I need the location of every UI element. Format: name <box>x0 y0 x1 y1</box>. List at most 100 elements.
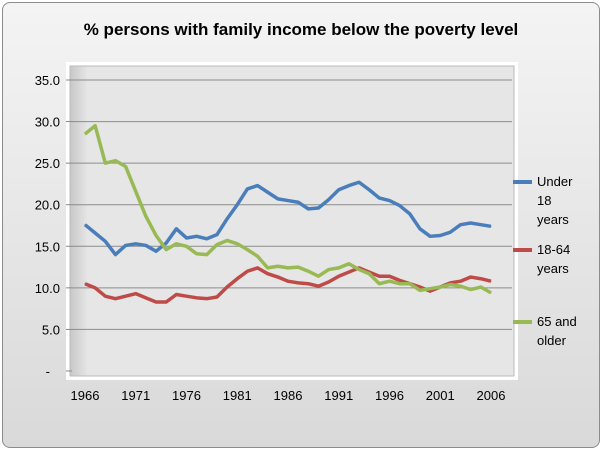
data-point <box>145 215 147 217</box>
data-point <box>236 278 238 280</box>
data-point <box>439 286 441 288</box>
data-point <box>368 189 370 191</box>
data-point <box>480 224 482 226</box>
data-point <box>460 285 462 287</box>
data-point <box>175 228 177 230</box>
legend-label: years <box>537 261 569 276</box>
data-point <box>186 237 187 239</box>
data-point <box>460 280 462 282</box>
x-tick-label: 1966 <box>71 388 100 403</box>
data-point <box>125 165 127 167</box>
data-point <box>490 280 492 282</box>
data-point <box>297 266 299 268</box>
data-point <box>307 270 309 272</box>
data-point <box>348 263 350 265</box>
data-point <box>216 244 218 246</box>
legend-item: 65 and older <box>537 312 577 350</box>
legend-label: older <box>537 333 566 348</box>
data-point <box>226 239 228 241</box>
x-tick-label: 1996 <box>375 388 404 403</box>
data-point <box>104 162 106 164</box>
data-point <box>399 279 401 281</box>
x-tick-label: 1991 <box>324 388 353 403</box>
data-point <box>470 276 472 278</box>
data-point <box>429 290 431 292</box>
data-point <box>216 234 218 236</box>
data-point <box>409 213 411 215</box>
data-point <box>175 243 177 245</box>
data-point <box>267 267 269 269</box>
data-point <box>206 238 208 240</box>
data-point <box>114 160 116 162</box>
data-point <box>419 289 421 291</box>
data-point <box>257 255 259 257</box>
data-point <box>389 275 390 277</box>
data-point <box>267 273 269 275</box>
data-point <box>338 189 340 191</box>
y-tick-label: 5.0 <box>42 322 60 337</box>
data-point <box>277 276 279 278</box>
data-point <box>409 283 411 285</box>
data-point <box>307 208 309 210</box>
data-point <box>206 254 208 256</box>
data-point <box>267 191 269 193</box>
x-tick-label: 1971 <box>121 388 150 403</box>
data-point <box>94 287 96 289</box>
data-point <box>297 282 299 284</box>
data-point <box>449 231 451 233</box>
legend-item: 18-64 years <box>537 240 570 278</box>
data-point <box>389 280 390 282</box>
data-point <box>328 281 330 283</box>
data-point <box>165 301 167 303</box>
data-point <box>135 293 137 295</box>
legend-label: 18 <box>537 193 552 208</box>
data-point <box>145 297 147 299</box>
data-point <box>84 224 86 226</box>
data-point <box>104 295 106 297</box>
y-tick-label: 30.0 <box>35 115 60 130</box>
x-tick-label: 1981 <box>223 388 252 403</box>
data-point <box>277 265 279 267</box>
data-point <box>114 254 116 256</box>
legend-item: Under 18 years <box>537 172 572 229</box>
y-tick-label: 10.0 <box>35 281 60 296</box>
data-point <box>429 288 431 290</box>
x-tick-label: 1976 <box>172 388 201 403</box>
data-point <box>307 283 309 285</box>
data-point <box>257 267 259 269</box>
data-point <box>338 275 340 277</box>
data-point <box>317 275 319 277</box>
data-point <box>470 289 472 291</box>
data-point <box>165 242 167 244</box>
data-point <box>389 200 390 202</box>
data-point <box>348 185 350 187</box>
x-tick-label: 1986 <box>274 388 303 403</box>
data-point <box>338 267 340 269</box>
data-point <box>125 295 127 297</box>
data-point <box>226 286 228 288</box>
data-point <box>480 286 482 288</box>
data-point <box>94 232 96 234</box>
data-point <box>287 280 289 282</box>
x-tick-label: 2006 <box>477 388 506 403</box>
data-point <box>490 225 492 227</box>
data-point <box>186 245 187 247</box>
data-point <box>439 234 441 236</box>
y-tick-label: 35.0 <box>35 73 60 88</box>
data-point <box>490 292 492 294</box>
data-point <box>226 218 228 220</box>
data-point <box>125 244 127 246</box>
data-point <box>358 181 360 183</box>
data-point <box>196 253 198 255</box>
data-point <box>328 269 330 271</box>
data-point <box>206 298 208 300</box>
data-point <box>196 297 198 299</box>
data-point <box>348 271 350 273</box>
data-point <box>155 250 157 252</box>
legend-label: years <box>537 212 569 227</box>
legend-label: Under <box>537 174 573 189</box>
data-point <box>135 190 137 192</box>
x-tick-label: 2001 <box>426 388 455 403</box>
y-tick-label: - <box>46 364 50 379</box>
